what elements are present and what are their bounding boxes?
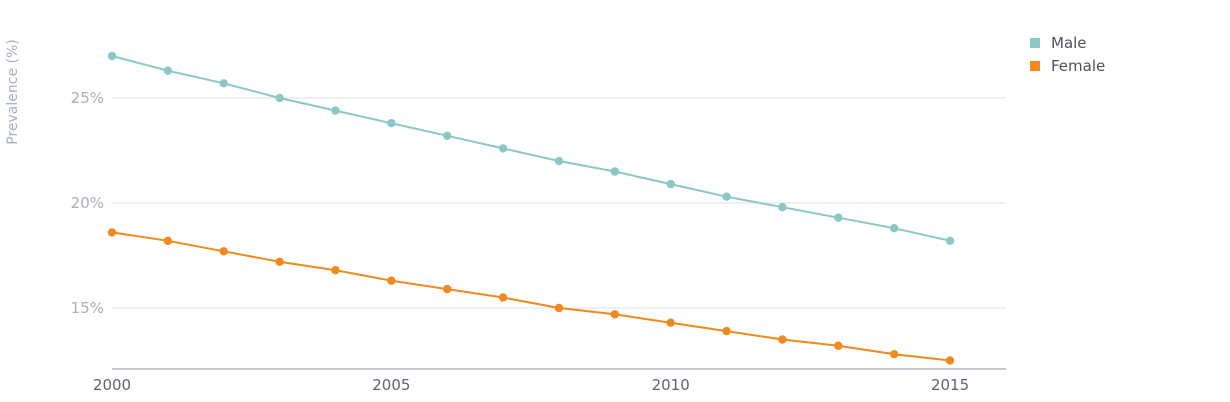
legend-swatch [1030,61,1040,71]
data-point [331,266,340,275]
data-point [722,192,731,201]
data-point [554,303,564,313]
data-point [387,276,396,285]
data-point [443,131,452,140]
data-point [610,310,620,319]
data-point [107,228,117,237]
series-line [111,55,951,242]
x-tick-label: 2015 [931,376,969,394]
x-tick-label: 2000 [93,376,131,394]
data-point [666,318,675,327]
data-point [163,66,173,75]
data-point [498,293,508,302]
y-tick-label: 20% [71,194,104,212]
data-point [275,257,284,266]
series-layer [107,51,955,365]
data-point [331,106,340,115]
data-point [945,356,955,365]
legend-label: Female [1051,57,1105,75]
grid-layer [112,97,1006,309]
data-point [778,203,787,212]
data-point [666,179,675,189]
data-point [778,335,787,344]
data-point [889,350,899,359]
y-axis-label: Prevalence (%) [5,39,21,145]
data-point [163,236,173,245]
x-tick-label: 2005 [372,376,410,394]
axis-layer: 15% 20% 25% 2000 2005 2010 2015 [71,89,1006,394]
data-point [554,156,564,166]
series-female [107,228,955,365]
data-point [834,213,843,222]
legend-label: Male [1051,34,1087,52]
data-point [107,51,117,61]
y-tick-label: 25% [71,89,104,107]
data-point [610,167,620,176]
data-point [443,284,452,294]
data-point [834,341,843,350]
series-male [107,51,955,245]
data-point [498,144,508,153]
x-tick-label: 2010 [652,376,690,394]
data-point [889,224,899,233]
data-point [387,119,396,128]
data-point [275,93,284,103]
data-point [219,79,228,88]
legend-swatch [1030,38,1040,48]
data-point [722,326,731,336]
data-point [219,247,228,256]
data-point [945,236,955,245]
y-tick-label: 15% [71,299,104,317]
legend: Male Female [1030,34,1105,75]
series-line [111,231,951,362]
